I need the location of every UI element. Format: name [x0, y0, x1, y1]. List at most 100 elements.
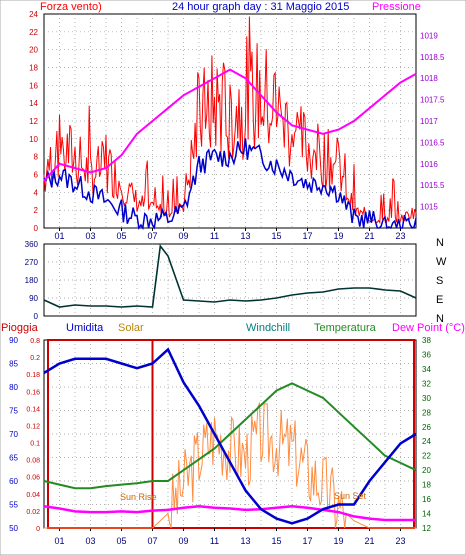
wind-gust-line — [43, 16, 417, 225]
p3-x-tick-label: 01 — [54, 536, 64, 546]
solar-label: Solar — [118, 322, 144, 334]
p1-left-tick-label: 4 — [34, 188, 39, 197]
p2-tick-label: 360 — [25, 240, 39, 249]
direction-label-n-bottom: N — [436, 313, 444, 325]
sunset-annotation: Sun Set — [334, 491, 367, 501]
p3-right-tick-label: 30 — [422, 394, 431, 403]
p1-right-tick-label: 1018.5 — [420, 53, 445, 62]
p3-rain-tick-label: 0.16 — [26, 389, 40, 396]
p1-right-tick-label: 1019 — [420, 31, 438, 40]
p1-x-tick-label: 03 — [85, 231, 95, 241]
p1-x-tick-label: 05 — [116, 231, 126, 241]
humidity-label: Umidita — [66, 322, 104, 334]
humidity-line — [43, 347, 417, 525]
p3-humidity-tick-label: 70 — [9, 430, 18, 439]
p3-humidity-tick-label: 55 — [9, 501, 18, 510]
p1-right-tick-label: 1015 — [420, 203, 438, 212]
p3-rain-tick-label: 0.18 — [26, 372, 40, 379]
p1-left-tick-label: 20 — [29, 46, 38, 55]
p2-tick-label: 180 — [25, 276, 39, 285]
p1-right-tick-label: 1017 — [420, 117, 438, 126]
p1-x-tick-label: 01 — [54, 231, 64, 241]
p3-x-tick-label: 11 — [210, 536, 219, 546]
panel1-title: 24 hour graph day : 31 Maggio 2015 — [172, 1, 349, 13]
p3-right-tick-label: 28 — [422, 408, 431, 417]
p1-left-tick-label: 24 — [29, 10, 38, 19]
p1-x-tick-label: 15 — [271, 231, 281, 241]
p1-left-tick-label: 6 — [34, 171, 39, 180]
p2-tick-label: 270 — [25, 258, 39, 267]
p1-left-tick-label: 22 — [29, 28, 38, 37]
rain-label: Pioggia — [1, 322, 39, 334]
p3-rain-tick-label: 0.12 — [26, 423, 40, 430]
p3-x-tick-label: 03 — [85, 536, 95, 546]
pressure-label: Pressione — [372, 1, 421, 13]
p1-left-tick-label: 0 — [34, 224, 39, 233]
p3-x-tick-label: 17 — [302, 536, 312, 546]
p3-x-tick-label: 05 — [116, 536, 126, 546]
p3-humidity-tick-label: 65 — [9, 454, 18, 463]
p3-x-tick-label: 23 — [395, 536, 405, 546]
sunrise-annotation: Sun Rise — [120, 492, 157, 502]
pressure-line — [43, 68, 417, 182]
p3-x-tick-label: 15 — [271, 536, 281, 546]
p3-right-tick-label: 18 — [422, 481, 431, 490]
p1-left-tick-label: 2 — [34, 206, 39, 215]
solar-line — [44, 401, 416, 529]
temperature-line — [43, 382, 417, 490]
wind-pressure-panel: 02468101214161820222410151015.510161016.… — [29, 10, 445, 241]
p3-humidity-tick-label: 85 — [9, 360, 18, 369]
p3-right-tick-label: 22 — [422, 452, 431, 461]
p3-humidity-tick-label: 50 — [9, 524, 18, 533]
p1-right-tick-label: 1016 — [420, 160, 438, 169]
p1-left-tick-label: 16 — [29, 81, 38, 90]
p2-tick-label: 0 — [34, 312, 39, 321]
p3-right-tick-label: 24 — [422, 437, 431, 446]
p3-right-tick-label: 32 — [422, 379, 431, 388]
p1-left-tick-label: 14 — [29, 99, 38, 108]
p1-right-tick-label: 1018 — [420, 74, 438, 83]
wind-direction-panel: 0 90 180 270 360 — [25, 240, 417, 321]
p3-rain-tick-label: 0.02 — [26, 509, 40, 516]
p3-humidity-tick-label: 75 — [9, 407, 18, 416]
direction-label-e: E — [436, 294, 443, 306]
p3-right-tick-label: 16 — [422, 495, 431, 504]
p3-right-tick-label: 36 — [422, 350, 431, 359]
p3-humidity-tick-label: 90 — [9, 336, 18, 345]
p3-rain-tick-label: 0.04 — [26, 492, 40, 499]
dewpoint-line — [43, 505, 416, 522]
windchill-label: Windchill — [246, 322, 290, 334]
temperature-label: Temperatura — [314, 322, 377, 334]
p3-x-tick-label: 21 — [364, 536, 374, 546]
humidity-temperature-panel: 50 55 60 65 70 75 80 85 90 0 0.02 0.04 0.06 0.08 0.1 0.… — [9, 336, 431, 546]
p3-x-tick-label: 13 — [240, 536, 250, 546]
wind-average-line — [43, 138, 417, 231]
p1-x-tick-label: 09 — [178, 231, 188, 241]
p3-rain-tick-label: 0.06 — [26, 475, 40, 482]
p3-right-tick-label: 26 — [422, 423, 431, 432]
p3-humidity-tick-label: 60 — [9, 477, 18, 486]
direction-label-n-top: N — [436, 237, 444, 249]
p1-x-tick-label: 13 — [240, 231, 250, 241]
p3-right-tick-label: 20 — [422, 466, 431, 475]
wind-direction-line — [43, 243, 417, 308]
p1-right-tick-label: 1017.5 — [420, 96, 445, 105]
p3-rain-tick-label: 0.8 — [30, 338, 40, 345]
p1-left-tick-label: 10 — [29, 135, 38, 144]
p3-right-tick-label: 14 — [422, 510, 431, 519]
p3-x-tick-label: 07 — [147, 536, 157, 546]
p3-right-tick-label: 12 — [422, 524, 431, 533]
p1-left-tick-label: 18 — [29, 64, 38, 73]
direction-label-w: W — [436, 256, 447, 268]
p2-tick-label: 90 — [29, 294, 38, 303]
direction-label-s: S — [436, 275, 443, 287]
p1-x-tick-label: 07 — [147, 231, 157, 241]
p3-rain-tick-label: 0.14 — [26, 406, 40, 413]
p1-x-tick-label: 11 — [210, 231, 219, 241]
p1-x-tick-label: 19 — [333, 231, 343, 241]
p3-x-tick-label: 19 — [333, 536, 343, 546]
p1-right-tick-label: 1015.5 — [420, 181, 445, 190]
p1-left-tick-label: 12 — [29, 117, 38, 126]
